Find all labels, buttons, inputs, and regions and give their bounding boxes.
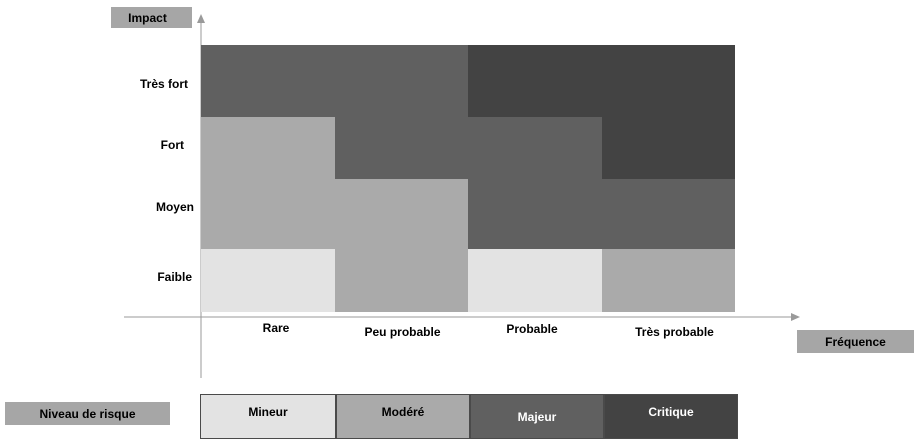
x-axis-title-text: Fréquence (825, 334, 886, 349)
legend-item-majeur: Majeur (470, 394, 604, 439)
legend-item-mineur: Mineur (200, 394, 336, 439)
y-axis-arrow (197, 14, 205, 23)
legend-item-modere: Modéré (336, 394, 470, 439)
frequency-label-peu-probable: Peu probable (364, 325, 441, 339)
legend-label-majeur: Majeur (517, 410, 557, 424)
cell-rare-tres-fort (201, 45, 335, 117)
cell-rare-fort-moyen (201, 117, 335, 249)
cell-tres-probable-faible (602, 249, 735, 312)
impact-label-tres-fort: Très fort (139, 77, 188, 91)
frequency-label-rare: Rare (262, 321, 290, 335)
cell-rare-faible (201, 249, 335, 312)
frequency-label-tres-probable: Très probable (635, 325, 714, 339)
impact-label-fort: Fort (160, 138, 184, 152)
cell-peu-probable-moyen-faible (335, 179, 468, 312)
cell-probable-faible (468, 249, 602, 312)
frequency-label-probable: Probable (506, 322, 558, 336)
impact-label-moyen: Moyen (155, 200, 194, 214)
y-axis-title: Impact (111, 7, 192, 28)
legend-label-critique: Critique (648, 405, 694, 419)
legend-title-text: Niveau de risque (39, 406, 136, 421)
x-axis-arrow (791, 313, 800, 321)
y-axis-title-text: Impact (128, 10, 167, 25)
x-axis-title: Fréquence (797, 330, 914, 353)
legend-item-critique: Critique (604, 394, 738, 439)
legend-label-modere: Modéré (381, 405, 425, 419)
cell-tres-probable-tres-fort-fort (602, 45, 735, 179)
legend-label-mineur: Mineur (248, 405, 288, 419)
cell-peu-probable-tres-fort-fort (335, 45, 468, 179)
cell-tres-probable-moyen (602, 179, 735, 249)
legend-title: Niveau de risque (5, 402, 170, 425)
impact-label-faible: Faible (157, 270, 192, 284)
cell-probable-fort-moyen (468, 117, 602, 249)
cell-probable-tres-fort (468, 45, 602, 117)
